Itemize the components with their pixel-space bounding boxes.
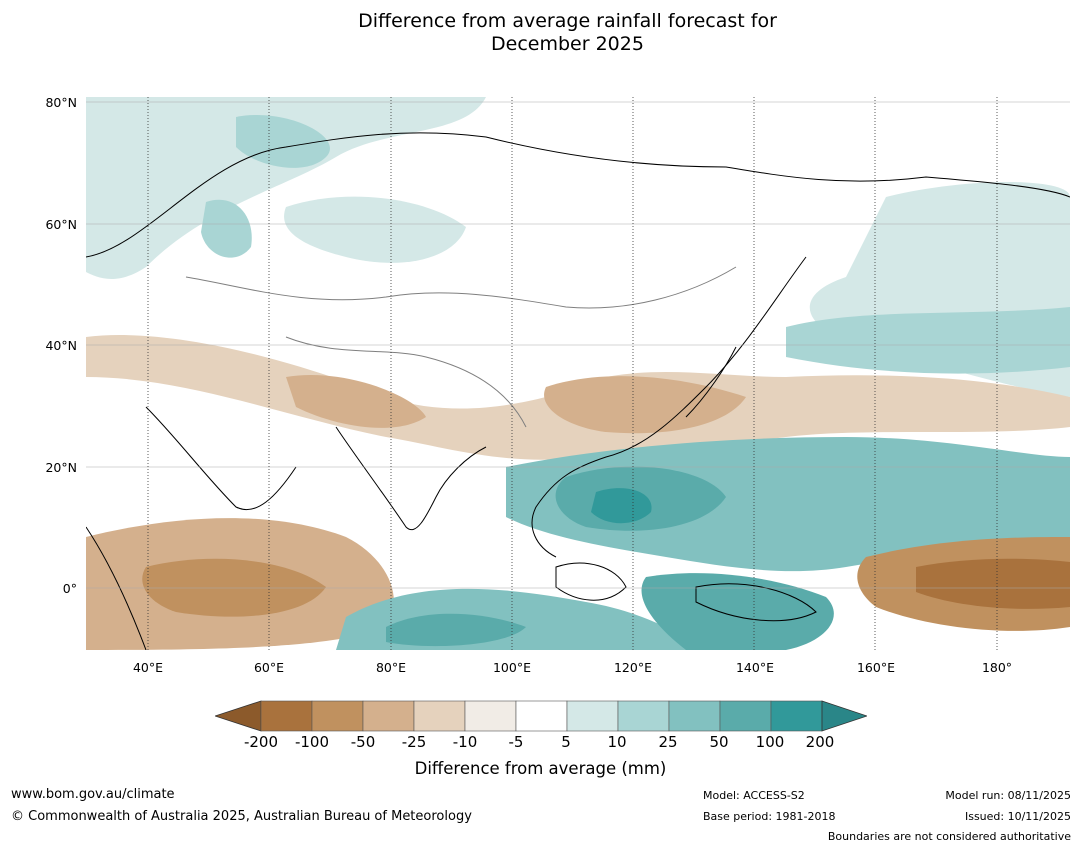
lon-label-140e: 140°E bbox=[735, 660, 774, 675]
rainfall-map bbox=[86, 97, 1070, 650]
lat-label-20n: 20°N bbox=[45, 460, 77, 475]
map-svg bbox=[86, 97, 1070, 650]
lat-gridlines bbox=[86, 101, 1070, 589]
colorbar-tick-3: -50 bbox=[350, 733, 376, 751]
coastline-asia-east bbox=[531, 256, 807, 558]
anomaly-dry-tibet bbox=[286, 375, 426, 428]
lat-label-0: 0° bbox=[62, 581, 77, 596]
footer-copyright: © Commonwealth of Australia 2025, Austra… bbox=[11, 809, 472, 824]
colorbar-cell bbox=[515, 700, 568, 732]
footer-model-run: Model run: 08/11/2025 bbox=[945, 789, 1071, 802]
colorbar-tick-1: -200 bbox=[243, 733, 279, 751]
country-borders bbox=[185, 266, 737, 309]
colorbar-tick-7: 5 bbox=[561, 733, 571, 751]
colorbar-cell bbox=[260, 700, 313, 732]
colorbar-tick-6: -5 bbox=[508, 733, 524, 751]
colorbar-tick-10: 50 bbox=[709, 733, 729, 751]
anomaly-wet-core bbox=[591, 488, 652, 524]
colorbar-cell bbox=[770, 700, 823, 732]
lon-gridlines bbox=[147, 97, 998, 650]
colorbar-cell bbox=[413, 700, 466, 732]
chart-title: Difference from average rainfall forecas… bbox=[0, 10, 1081, 56]
lon-label-80e: 80°E bbox=[375, 660, 407, 675]
lon-label-40e: 40°E bbox=[132, 660, 164, 675]
title-line-2: December 2025 bbox=[491, 33, 644, 55]
lat-label-40n: 40°N bbox=[45, 338, 77, 353]
colorbar-tick-12: 200 bbox=[805, 733, 835, 751]
colorbar-tick-8: 10 bbox=[607, 733, 627, 751]
anomaly-wet-siberia-2 bbox=[201, 199, 252, 258]
colorbar-cell bbox=[362, 700, 415, 732]
colorbar-arrow-high bbox=[821, 700, 867, 732]
colorbar-title: Difference from average (mm) bbox=[414, 759, 667, 778]
coastline-borneo bbox=[555, 562, 627, 601]
colorbar-cell bbox=[464, 700, 517, 732]
anomaly-dry-china bbox=[544, 376, 746, 434]
colorbar-tick-2: -100 bbox=[294, 733, 330, 751]
lon-label-160e: 160°E bbox=[856, 660, 895, 675]
anomaly-wet-maritime bbox=[641, 573, 834, 650]
anomaly-dry-pacific-core bbox=[916, 558, 1070, 609]
colorbar-arrow-low bbox=[215, 700, 262, 732]
coastline bbox=[86, 132, 1070, 258]
coastline-japan bbox=[685, 346, 737, 418]
footer-base-period: Base period: 1981-2018 bbox=[703, 810, 836, 823]
anomaly-wet-north bbox=[86, 97, 486, 279]
coastline-arabia bbox=[145, 406, 297, 511]
colorbar-cell bbox=[668, 700, 721, 732]
lat-label-80n: 80°N bbox=[45, 95, 77, 110]
colorbar-tick-9: 25 bbox=[658, 733, 678, 751]
footer-issued: Issued: 10/11/2025 bbox=[964, 810, 1071, 823]
colorbar-tick-4: -25 bbox=[401, 733, 427, 751]
colorbar-cell bbox=[719, 700, 772, 732]
colorbar-cell bbox=[617, 700, 670, 732]
anomaly-wet-siberia bbox=[284, 196, 466, 263]
coastline-newguinea bbox=[695, 583, 817, 622]
lat-label-60n: 60°N bbox=[45, 217, 77, 232]
anomaly-wet-nepacific-2 bbox=[786, 307, 1070, 374]
footer-model: Model: ACCESS-S2 bbox=[703, 789, 805, 802]
anomaly-wet-south-core bbox=[386, 613, 526, 647]
lon-label-60e: 60°E bbox=[253, 660, 285, 675]
lon-label-120e: 120°E bbox=[613, 660, 652, 675]
colorbar-cell bbox=[311, 700, 364, 732]
anomaly-wet-north-2 bbox=[236, 115, 330, 168]
colorbar-tick-11: 100 bbox=[755, 733, 785, 751]
coastline-africa bbox=[86, 526, 147, 650]
title-line-1: Difference from average rainfall forecas… bbox=[358, 10, 777, 32]
colorbar-cells bbox=[215, 700, 867, 732]
lon-label-100e: 100°E bbox=[492, 660, 531, 675]
colorbar-cell bbox=[566, 700, 619, 732]
lon-label-180: 180° bbox=[981, 660, 1013, 675]
footer-disclaimer: Boundaries are not considered authoritat… bbox=[827, 830, 1071, 843]
country-borders-2 bbox=[285, 336, 527, 428]
colorbar bbox=[215, 700, 867, 732]
colorbar-tick-5: -10 bbox=[452, 733, 478, 751]
footer-website[interactable]: www.bom.gov.au/climate bbox=[11, 787, 175, 802]
